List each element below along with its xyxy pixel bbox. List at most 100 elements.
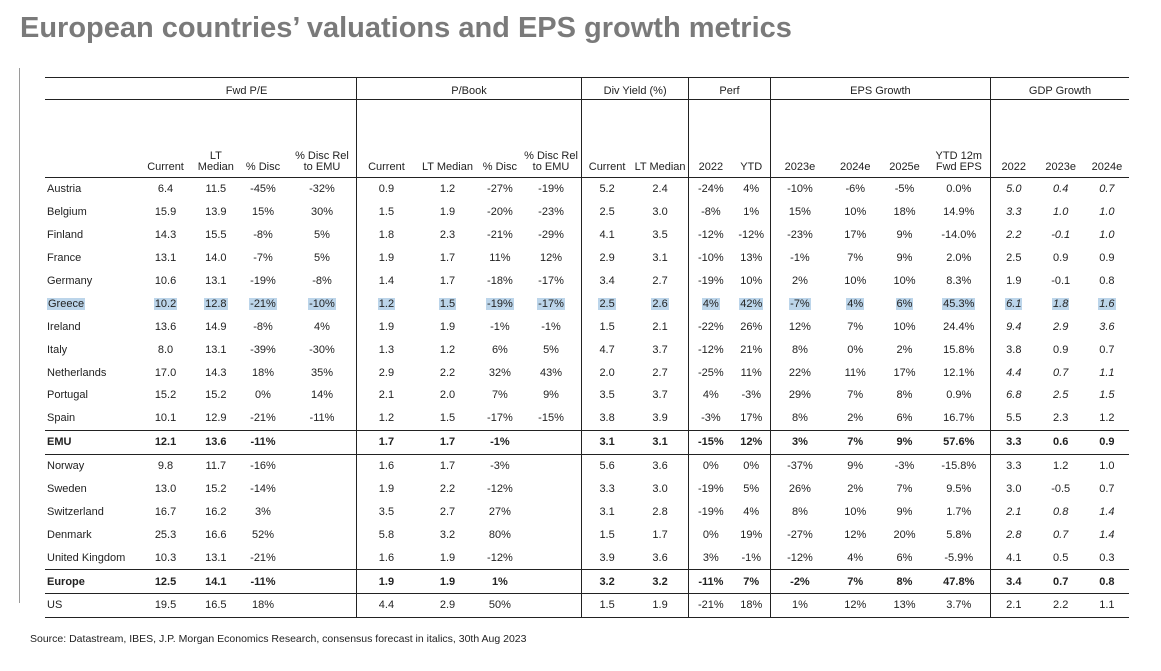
- cell-value: 26%: [788, 483, 811, 496]
- cell-value: 5%: [314, 229, 330, 242]
- table-cell: 2.1: [990, 500, 1036, 523]
- cell-value: 7%: [847, 575, 864, 588]
- cell-value: -8%: [312, 275, 332, 287]
- cell-value: -24%: [698, 183, 724, 196]
- table-cell: 5%: [288, 246, 357, 270]
- cell-value: 0.3: [1099, 551, 1115, 564]
- cell-value: 2.0: [439, 389, 456, 402]
- cell-value: 2.0: [599, 366, 615, 379]
- cell-value: 10.1: [154, 412, 177, 425]
- table-cell: 12%: [829, 593, 882, 618]
- table-cell: 13.1: [194, 270, 238, 293]
- cell-value: 1.7: [652, 528, 668, 541]
- table-cell: 1.5: [582, 315, 632, 338]
- cell-value: 0.9: [1099, 252, 1115, 265]
- cell-value: 5.5: [1006, 412, 1022, 425]
- cell-value: 1.5: [1099, 389, 1115, 402]
- table-cell: 13.9: [194, 201, 238, 224]
- column-header: 2022: [990, 99, 1037, 178]
- table-cell: -24%: [689, 178, 733, 201]
- table-cell: 2.2: [1036, 593, 1085, 618]
- cell-value: 26%: [740, 320, 763, 333]
- table-cell: 3.5: [356, 500, 416, 523]
- cell-value: 80%: [488, 528, 511, 541]
- cell-value: -19%: [698, 483, 724, 496]
- table-row: France 13.1 14.0 -7% 5% 1.9 1.7 11% 12% 2.9 3.1 -10…: [45, 246, 1129, 270]
- cell-value: 1.7: [439, 252, 456, 265]
- cell-value: 17%: [740, 412, 763, 425]
- table-cell: 1.1: [1085, 361, 1129, 384]
- cell-value: 3.5: [652, 229, 668, 242]
- cell-value: -21%: [250, 551, 276, 564]
- cell-value: 2.3: [1053, 412, 1069, 425]
- table-cell: 1.6: [356, 454, 416, 477]
- cell-value: 4.1: [599, 229, 615, 242]
- cell-value: 6.8: [1006, 389, 1022, 402]
- cell-value: 4%: [702, 389, 719, 402]
- cell-value: -15.8%: [941, 460, 977, 473]
- cell-value: 13%: [740, 252, 763, 265]
- cell-value: 1.0: [1099, 460, 1115, 473]
- valuations-table: Fwd P/E P/Book Div Yield (%) Perf EPS Gr…: [45, 77, 1129, 618]
- cell-value: 21%: [740, 343, 763, 356]
- cell-value: 0.9: [1099, 436, 1115, 449]
- cell-value: -12%: [487, 551, 513, 564]
- table-cell: 17%: [881, 361, 927, 384]
- table-cell: 2.1: [990, 593, 1037, 618]
- table-cell: 2%: [881, 338, 927, 361]
- row-label-text: Italy: [47, 343, 68, 356]
- table-cell: 17%: [732, 406, 771, 431]
- table-cell: 10%: [732, 269, 771, 293]
- cell-value: 1.9: [378, 575, 395, 588]
- table-cell: 2.8: [632, 500, 690, 524]
- table-row: Netherlands 17.0 14.3 18% 35% 2.9 2.2 32% 43% 2.0…: [45, 361, 1129, 385]
- table-cell: 2.2: [416, 478, 479, 501]
- table-cell: 14.0: [194, 247, 238, 270]
- cell-value: 0.9: [1053, 343, 1069, 356]
- cell-value: -7%: [789, 297, 811, 310]
- table-cell: 4.4: [356, 593, 417, 618]
- cell-value: 3.1: [652, 436, 668, 449]
- table-cell: 15%: [238, 201, 288, 224]
- cell-value: 9%: [896, 252, 913, 265]
- column-header: 2024e: [1084, 99, 1129, 178]
- table-cell: -29%: [520, 223, 583, 247]
- table-cell: 3.2: [416, 523, 479, 546]
- table-cell: 3.3: [582, 478, 632, 501]
- table-cell: 11.5: [194, 178, 238, 201]
- cell-value: 3.6: [652, 551, 668, 564]
- table-cell: -6%: [829, 178, 881, 201]
- table-cell: -10%: [689, 247, 733, 270]
- table-row: Portugal 15.2 15.2 0% 14% 2.1 2.0 7% 9% 3.5 3.7 4% -…: [45, 384, 1129, 407]
- table-cell: 5.8: [356, 523, 416, 546]
- cell-value: 1.9: [378, 252, 395, 265]
- table-cell: [288, 500, 357, 524]
- cell-value: 2.4: [652, 183, 668, 196]
- table-cell: [520, 454, 583, 478]
- table-cell: -8%: [238, 315, 288, 338]
- cell-value: -21%: [698, 599, 724, 612]
- table-cell: 0.7: [1037, 523, 1085, 546]
- cell-value: -21%: [250, 412, 276, 425]
- cell-value: -14.0%: [941, 229, 977, 242]
- table-cell: 1.2: [416, 178, 479, 201]
- table-cell: 14.3: [194, 361, 238, 384]
- table-cell: -0.1: [1037, 224, 1085, 247]
- table-cell: 32%: [479, 361, 521, 384]
- table-cell: -30%: [288, 338, 357, 362]
- table-cell: 5.6: [582, 454, 632, 477]
- cell-value: 45.3%: [942, 297, 976, 310]
- cell-value: 4%: [314, 320, 330, 333]
- cell-value: -22%: [698, 320, 724, 333]
- cell-value: -23%: [538, 206, 564, 219]
- table-cell: 1%: [732, 200, 771, 224]
- table-cell: [288, 546, 357, 570]
- cell-value: -19%: [538, 183, 564, 196]
- table-cell: -0.1: [1037, 270, 1085, 293]
- table-cell: 1.5: [416, 292, 479, 315]
- cell-value: 1.5: [439, 412, 456, 425]
- table-cell: -1%: [732, 546, 771, 570]
- table-cell: [288, 454, 357, 478]
- cell-value: 8.3%: [946, 275, 972, 287]
- table-cell: -10%: [770, 178, 829, 201]
